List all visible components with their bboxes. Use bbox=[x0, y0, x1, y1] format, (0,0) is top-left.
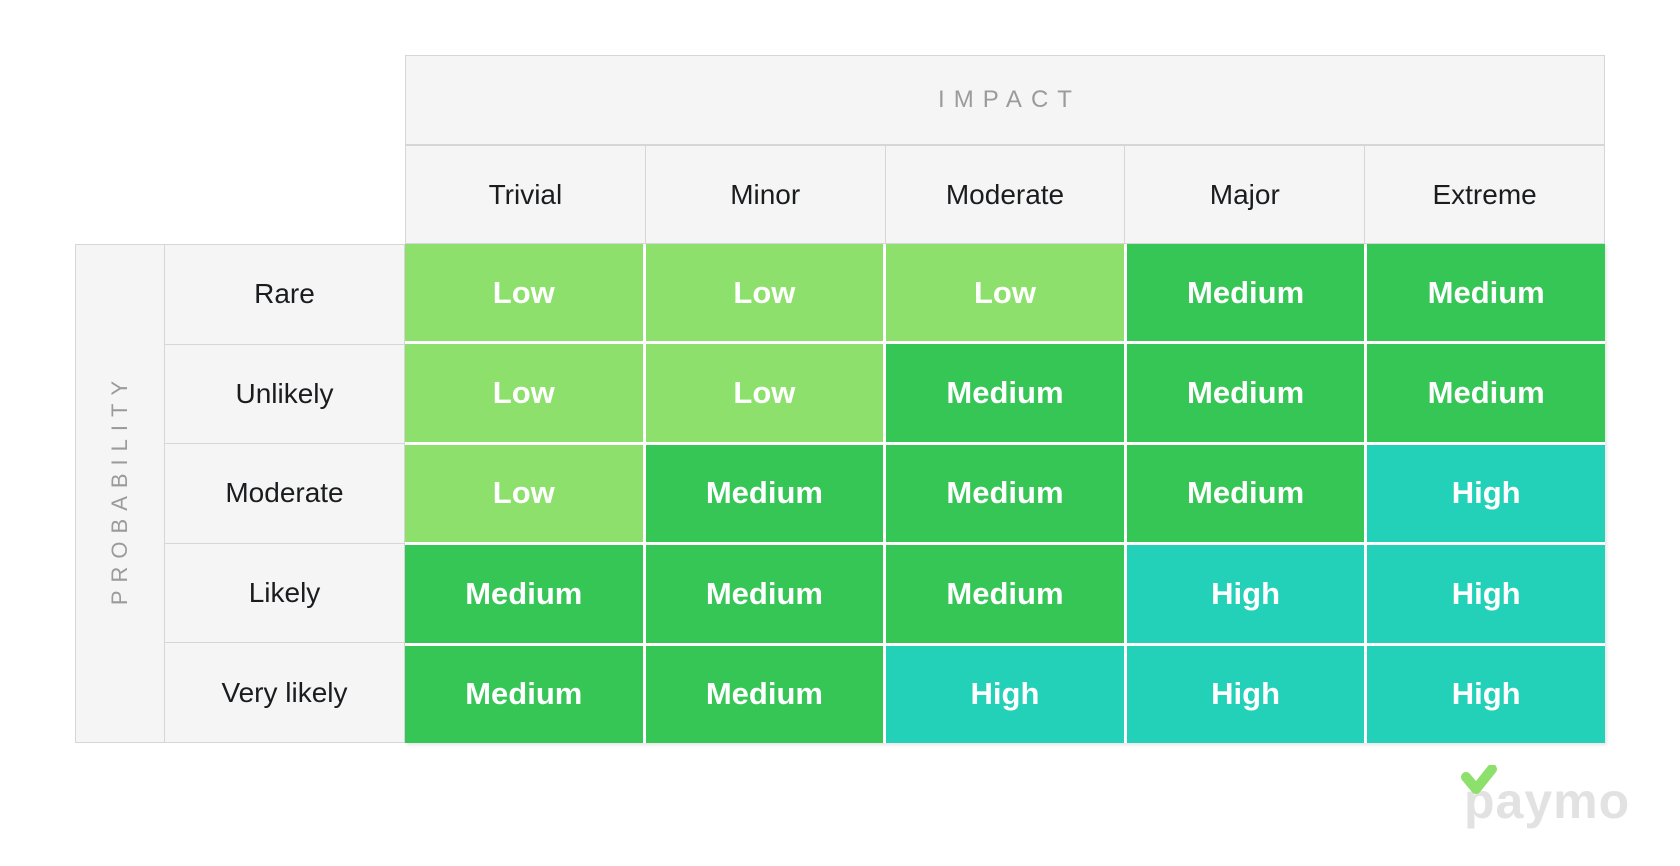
cell-unlikely-moderate: Medium bbox=[886, 344, 1124, 442]
cell-very-likely-minor: Medium bbox=[645, 645, 884, 743]
cell-rare-minor: Low bbox=[645, 244, 884, 342]
paymo-logo-text: paymo bbox=[1464, 773, 1631, 829]
cell-likely-major: High bbox=[1126, 545, 1365, 643]
cell-moderate-major: Medium bbox=[1126, 444, 1365, 543]
risk-matrix-grid: Low Low Low Medium Medium Low Low Medium… bbox=[405, 244, 1605, 743]
row-label-likely: Likely bbox=[165, 543, 404, 643]
cell-moderate-trivial: Low bbox=[405, 444, 643, 543]
impact-axis-title: IMPACT bbox=[938, 86, 1081, 113]
cell-unlikely-trivial: Low bbox=[405, 344, 643, 442]
cell-moderate-minor: Medium bbox=[645, 444, 884, 543]
cell-unlikely-minor: Low bbox=[645, 344, 884, 442]
probability-axis-title: PROBABILITY bbox=[107, 373, 132, 606]
column-header-trivial: Trivial bbox=[406, 146, 645, 243]
column-header-extreme: Extreme bbox=[1365, 146, 1604, 243]
cell-rare-extreme: Medium bbox=[1367, 244, 1605, 342]
cell-rare-major: Medium bbox=[1126, 244, 1365, 342]
paymo-check-icon bbox=[1461, 764, 1497, 802]
cell-very-likely-extreme: High bbox=[1367, 645, 1605, 743]
cell-likely-moderate: Medium bbox=[886, 545, 1124, 643]
column-header-major: Major bbox=[1125, 146, 1365, 243]
cell-rare-trivial: Low bbox=[405, 244, 643, 342]
cell-unlikely-extreme: Medium bbox=[1367, 344, 1605, 442]
probability-axis-header: PROBABILITY bbox=[76, 245, 164, 742]
row-label-unlikely: Unlikely bbox=[165, 344, 404, 444]
cell-very-likely-major: High bbox=[1126, 645, 1365, 743]
row-label-rare: Rare bbox=[165, 245, 404, 344]
cell-very-likely-moderate: High bbox=[886, 645, 1124, 743]
impact-level-headers: Trivial Minor Moderate Major Extreme bbox=[405, 145, 1605, 244]
column-header-minor: Minor bbox=[645, 146, 885, 243]
row-label-very-likely: Very likely bbox=[165, 643, 404, 742]
row-label-moderate: Moderate bbox=[165, 444, 404, 543]
probability-axis-block: PROBABILITY Rare Unlikely Moderate Likel… bbox=[75, 244, 405, 743]
paymo-logo: paymo bbox=[1461, 764, 1650, 836]
cell-likely-minor: Medium bbox=[645, 545, 884, 643]
impact-axis-header: IMPACT bbox=[405, 55, 1605, 145]
cell-unlikely-major: Medium bbox=[1126, 344, 1365, 442]
cell-likely-trivial: Medium bbox=[405, 545, 643, 643]
column-header-moderate: Moderate bbox=[885, 146, 1125, 243]
cell-rare-moderate: Low bbox=[886, 244, 1124, 342]
cell-very-likely-trivial: Medium bbox=[405, 645, 643, 743]
cell-likely-extreme: High bbox=[1367, 545, 1605, 643]
cell-moderate-extreme: High bbox=[1367, 444, 1605, 543]
cell-moderate-moderate: Medium bbox=[886, 444, 1124, 543]
